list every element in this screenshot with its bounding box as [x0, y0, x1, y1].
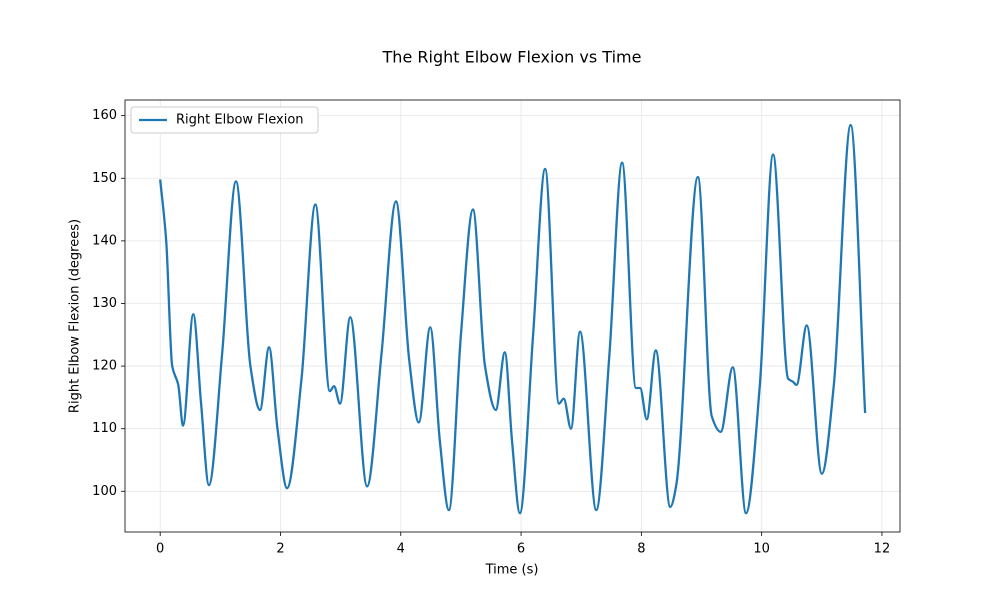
- plot-frame: [124, 99, 901, 533]
- x-tick-label: 0: [156, 542, 164, 557]
- y-tick-label: 130: [92, 296, 117, 311]
- y-tick-label: 150: [92, 171, 117, 186]
- x-tick-label: 10: [753, 542, 770, 557]
- y-axis-label: Right Elbow Flexion (degrees): [68, 219, 83, 413]
- y-tick-label: 140: [92, 233, 117, 248]
- data-line: [159, 123, 867, 515]
- chart-title: The Right Elbow Flexion vs Time: [382, 48, 642, 67]
- x-tick-label: 8: [637, 542, 645, 557]
- x-axis-label: Time (s): [485, 563, 539, 578]
- y-tick-label: 100: [92, 484, 117, 499]
- y-tick-label: 160: [92, 108, 117, 123]
- x-tick-label: 4: [397, 542, 405, 557]
- x-tick-label: 12: [874, 542, 891, 557]
- x-tick-label: 6: [517, 542, 525, 557]
- legend-label: Right Elbow Flexion: [176, 113, 304, 128]
- y-tick-label: 120: [92, 359, 117, 374]
- x-tick-label: 2: [276, 542, 284, 557]
- legend-box: [130, 106, 319, 134]
- y-tick-label: 110: [92, 421, 117, 436]
